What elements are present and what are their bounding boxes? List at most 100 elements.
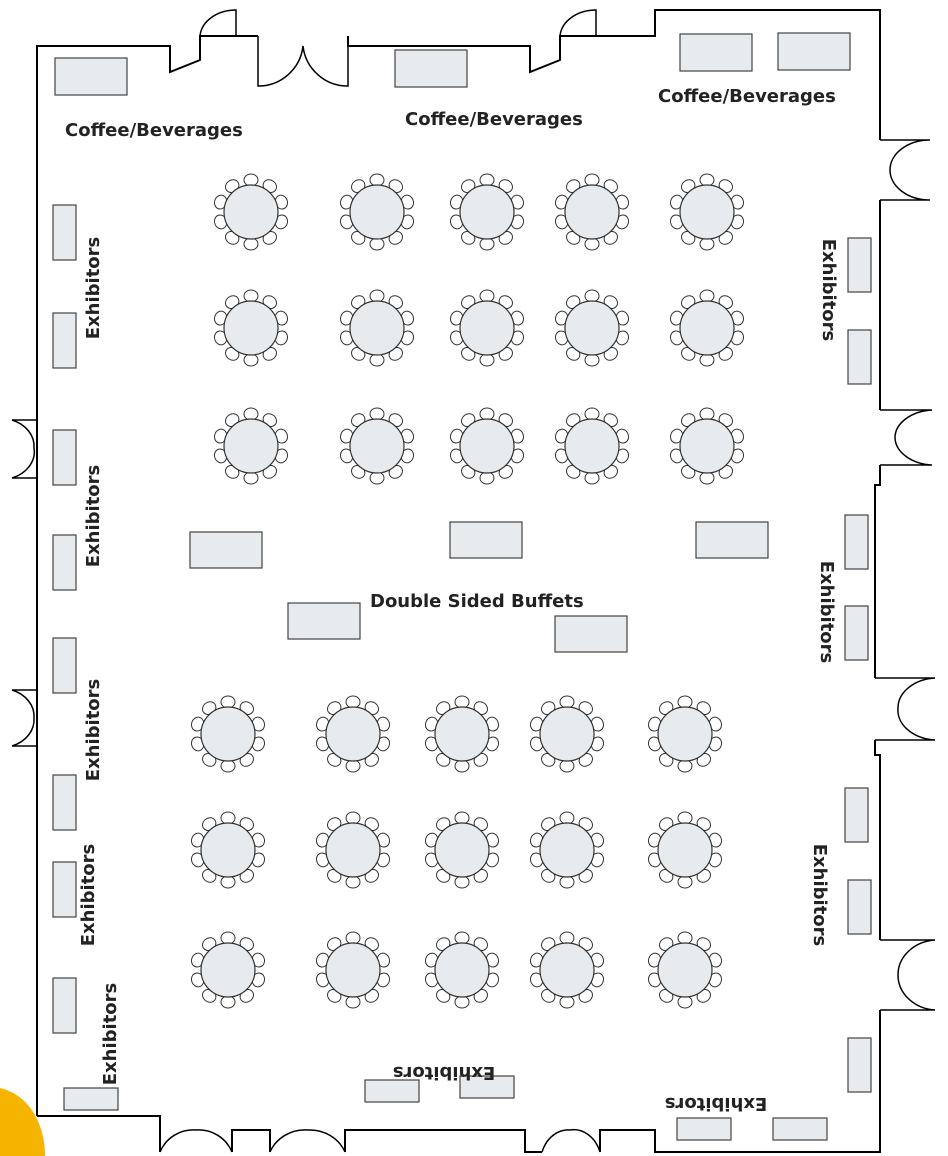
exhibitors-label: Exhibitors [816,561,837,664]
round-table [339,289,415,367]
exhibitors-label: Exhibitors [665,1093,768,1114]
chair [699,237,715,251]
chair [584,173,600,187]
exhibitors-label: Exhibitors [818,239,839,342]
chair [454,931,470,945]
round-table [424,931,500,1009]
coffee-label: Coffee/Beverages [405,109,583,130]
chair [559,811,575,825]
chair [220,931,236,945]
coffee-table [394,49,468,88]
round-table [213,289,289,367]
exhibitors-label: Exhibitors [393,1062,496,1083]
chair [345,875,361,889]
round-table [529,695,605,773]
round-table-top [223,300,279,356]
chair [220,995,236,1009]
round-table-top [657,706,713,762]
exhibitors-label: Exhibitors [78,844,99,947]
chair [677,875,693,889]
chair [584,407,600,421]
coffee-label: Coffee/Beverages [65,120,243,141]
chair [243,471,259,485]
exhibitor-booth [52,204,77,261]
chair [677,695,693,709]
chair [584,289,600,303]
exhibitor-booth [847,237,872,293]
round-table [669,289,745,367]
chair [479,173,495,187]
round-table [315,695,391,773]
round-table-top [459,300,515,356]
chair [479,407,495,421]
round-table-top [657,822,713,878]
chair [369,353,385,367]
chair [559,995,575,1009]
exhibitor-booth [52,534,77,591]
chair [243,173,259,187]
exhibitors-label: Exhibitors [809,844,830,947]
buffet-table [554,615,628,653]
round-table [647,931,723,1009]
round-table [315,811,391,889]
exhibitor-booth [63,1087,119,1111]
round-table [449,407,525,485]
round-table [213,407,289,485]
chair [479,353,495,367]
chair [559,695,575,709]
chair [479,289,495,303]
round-table-top [223,184,279,240]
exhibitor-booth [52,977,77,1034]
round-table-top [539,942,595,998]
round-table [449,289,525,367]
chair [454,875,470,889]
round-table-top [325,822,381,878]
round-table-top [657,942,713,998]
round-table-top [679,184,735,240]
buffets-label: Double Sided Buffets [370,591,584,612]
chair [699,471,715,485]
round-table-top [539,822,595,878]
exhibitor-booth [844,787,869,843]
buffet-table [449,521,523,559]
coffee-label: Coffee/Beverages [658,86,836,107]
round-table-top [564,300,620,356]
chair [243,237,259,251]
exhibitor-booth [52,429,77,486]
chair [220,811,236,825]
round-table [190,931,266,1009]
round-table-top [679,418,735,474]
round-table [669,173,745,251]
exhibitor-booth [52,312,77,369]
chair [699,289,715,303]
round-table [647,695,723,773]
round-table [554,289,630,367]
chair [584,237,600,251]
round-table [647,811,723,889]
coffee-table [679,33,753,72]
exhibitor-booth [52,774,77,831]
chair [220,759,236,773]
round-table [554,407,630,485]
round-table-top [325,942,381,998]
round-table [213,173,289,251]
round-table [339,173,415,251]
corner-accent [0,1088,45,1156]
round-table [190,695,266,773]
round-table [529,811,605,889]
round-table [190,811,266,889]
round-table-top [459,184,515,240]
round-table-top [349,184,405,240]
exhibitor-booth [844,605,869,661]
exhibitor-booth [364,1079,420,1103]
round-table-top [200,942,256,998]
chair [677,811,693,825]
chair [677,931,693,945]
chair [345,811,361,825]
round-table [424,695,500,773]
chair [699,353,715,367]
chair [220,695,236,709]
exhibitor-booth [772,1117,828,1141]
exhibitors-label: Exhibitors [83,679,104,782]
